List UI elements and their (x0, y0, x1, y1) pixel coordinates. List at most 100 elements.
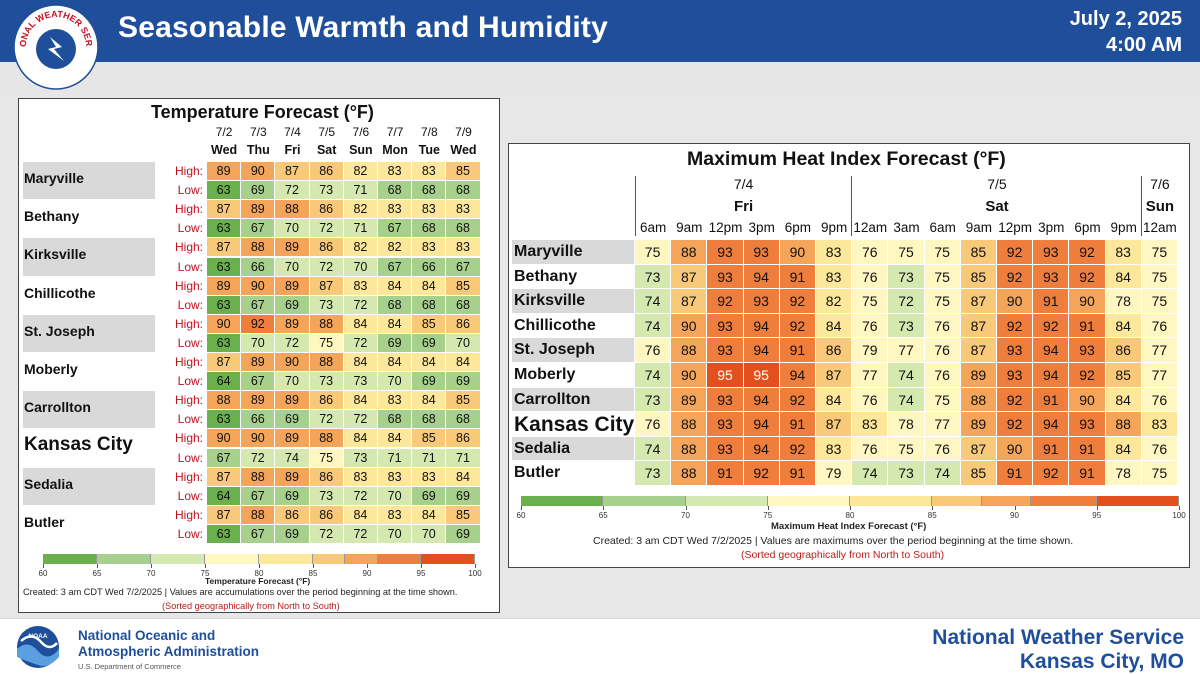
heat-row-band (512, 436, 634, 461)
heat-colorbar-tick-label: 90 (1010, 511, 1019, 520)
temp-high-cell: 88 (275, 200, 310, 220)
noaa-name-line2: Atmospheric Administration (78, 644, 260, 659)
temp-high-cell: 88 (309, 314, 344, 334)
temp-high-cell: 89 (275, 391, 310, 411)
heat-cell: 88 (671, 240, 708, 265)
temp-low-label: Low: (177, 335, 203, 350)
heat-cell: 86 (816, 338, 853, 363)
heat-cell: 72 (888, 289, 925, 314)
date-time-block: July 2, 2025 4:00 AM (1070, 6, 1182, 58)
heat-colorbar-tick (685, 506, 687, 510)
temp-high-cell: 89 (275, 314, 310, 334)
heat-cell: 94 (1033, 338, 1070, 363)
temp-low-cell: 72 (343, 295, 378, 315)
temp-high-cell: 88 (241, 238, 276, 258)
temp-date-header: 7/6 (352, 125, 370, 139)
temp-high-cell: 89 (275, 238, 310, 258)
heat-colorbar-segment (521, 496, 604, 506)
temp-colorbar-segment (313, 554, 346, 564)
temp-low-cell: 63 (207, 333, 242, 353)
temp-high-cell: 83 (446, 238, 481, 258)
heat-hour-header: 6pm (1074, 220, 1101, 235)
temp-high-cell: 83 (412, 200, 447, 220)
temp-low-cell: 70 (241, 333, 276, 353)
heat-cell: 74 (924, 461, 961, 486)
temp-high-cell: 84 (412, 391, 447, 411)
temp-high-cell: 84 (378, 353, 413, 373)
heat-cell: 76 (924, 313, 961, 339)
heat-hour-header: 3pm (1038, 220, 1065, 235)
temp-colorbar-tick (151, 564, 152, 568)
heat-index-forecast-panel: Maximum Heat Index Forecast (°F) 7/4 Fri 7/… (508, 143, 1190, 568)
heat-hour-header: 3pm (748, 220, 775, 235)
temp-created-note: Created: 3 am CDT Wed 7/2/2025 | Values … (23, 587, 458, 597)
heat-cell: 84 (816, 387, 853, 413)
temp-high-cell: 82 (343, 238, 378, 258)
heat-cell: 79 (816, 461, 853, 486)
heat-hour-header: 9am (676, 220, 703, 235)
heat-cell: 87 (960, 313, 997, 339)
temp-day-header: Wed (211, 143, 238, 157)
heat-cell: 84 (1105, 436, 1142, 462)
temp-high-cell: 87 (309, 276, 344, 296)
temp-city-label: Butler (24, 513, 65, 530)
temp-high-cell: 84 (343, 505, 378, 525)
heat-cell: 76 (1141, 387, 1178, 413)
temp-high-cell: 89 (241, 353, 276, 373)
page-title: Seasonable Warmth and Humidity (118, 11, 608, 44)
temp-colorbar-segment (345, 554, 378, 564)
heat-colorbar-tick-label: 70 (681, 511, 690, 520)
heat-cell: 91 (1069, 436, 1106, 462)
heat-cell: 84 (816, 313, 853, 339)
temp-high-cell: 83 (378, 162, 413, 182)
heat-hour-header: 9pm (820, 220, 848, 235)
heat-header-divider (635, 176, 636, 236)
heat-cell: 76 (924, 338, 961, 363)
temp-low-cell: 64 (207, 372, 242, 392)
temp-row-band (23, 467, 155, 505)
heat-city-label: Carrollton (514, 390, 591, 408)
heat-cell: 92 (1069, 363, 1106, 388)
heat-colorbar-tick-label: 95 (1092, 511, 1102, 520)
temp-colorbar-tick-label: 95 (416, 569, 426, 578)
temp-high-cell: 84 (378, 429, 413, 449)
heat-cell: 93 (1033, 264, 1070, 290)
heat-colorbar-tick-label: 80 (845, 511, 855, 520)
temp-low-cell: 73 (309, 295, 344, 315)
heat-cell: 86 (1105, 338, 1142, 363)
temp-high-label: High: (174, 507, 203, 522)
temp-city-label: Moberly (24, 361, 78, 377)
heat-cell: 91 (997, 461, 1034, 486)
temp-row-band (23, 238, 155, 276)
heat-cell: 93 (707, 338, 744, 363)
heat-colorbar-tick (767, 506, 769, 510)
heat-hour-header: 6am (929, 220, 956, 235)
temp-colorbar-tick-label: 100 (468, 569, 482, 578)
temp-colorbar-tick (313, 564, 314, 568)
heat-cell: 92 (707, 289, 744, 314)
temp-high-cell: 87 (207, 353, 242, 373)
temp-high-cell: 89 (207, 276, 242, 296)
temp-high-cell: 88 (241, 505, 276, 525)
heat-cell: 92 (997, 240, 1034, 265)
temp-high-cell: 84 (412, 276, 447, 296)
heat-cell: 94 (1033, 363, 1070, 388)
temp-high-cell: 87 (207, 238, 242, 258)
heat-cell: 90 (671, 313, 708, 339)
heat-cell: 93 (707, 313, 744, 339)
temperature-forecast-panel: Temperature Forecast (°F) 7/2 Wed 7/3 Thu 7/4… (18, 98, 500, 613)
temp-low-cell: 66 (241, 257, 276, 277)
temp-colorbar-tick-label: 70 (146, 569, 156, 578)
temp-high-label: High: (174, 469, 203, 484)
temp-high-cell: 82 (378, 238, 413, 258)
heat-cell: 74 (635, 436, 672, 462)
heat-cell: 91 (1033, 387, 1070, 413)
temp-date-header: 7/8 (420, 125, 438, 139)
heat-cell: 93 (743, 289, 780, 314)
heat-cell: 75 (924, 387, 961, 413)
temp-colorbar-tick-label: 75 (200, 569, 210, 578)
heat-cell: 92 (997, 412, 1034, 437)
temp-city-label: Sedalia (24, 475, 74, 492)
heat-cell: 91 (779, 461, 816, 486)
temp-high-cell: 85 (446, 162, 481, 182)
